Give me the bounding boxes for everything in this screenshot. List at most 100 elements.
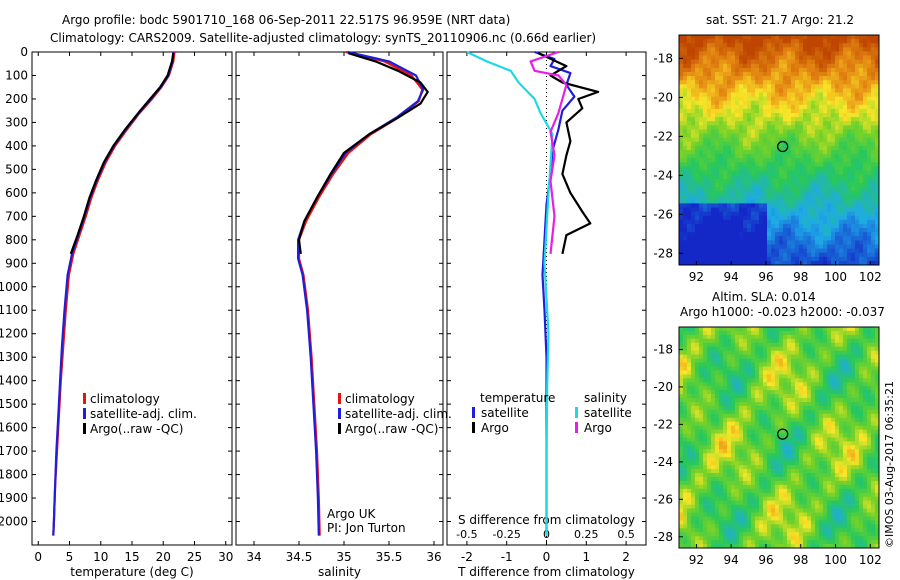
map-cell [779,350,784,355]
map-cell [735,327,740,332]
map-cell [815,457,820,462]
map-cell [691,207,696,212]
legend-label: satellite-adj. clim. [345,407,452,421]
map-cell [711,248,716,254]
map-cell [863,47,868,52]
map-cell [823,88,828,93]
map-cell [775,232,780,237]
map-cell [751,174,756,180]
map-cell [867,390,872,395]
map-cell [847,425,852,430]
map-cell [775,354,780,359]
map-cell [863,150,868,155]
map-cell [847,449,852,454]
map-cell [763,394,768,399]
map-cell [739,350,744,355]
map-cell [827,350,832,355]
map-cell [763,358,768,363]
map-cell [727,386,732,391]
map-cell [807,244,812,249]
map-cell [835,469,840,474]
map-cell [859,362,864,367]
map-cell [687,59,692,65]
map-cell [827,382,832,387]
map-cell [863,445,868,450]
map-cell [755,390,760,395]
map-cell [751,236,756,241]
map-cell [767,125,772,130]
map-cell [743,453,748,458]
map-cell [803,374,808,379]
map-cell [847,417,852,423]
map-cell [679,63,684,69]
map-cell [719,374,724,379]
map-cell [863,433,868,438]
map-cell [875,174,880,180]
map-cell [843,413,848,419]
map-cell [871,137,876,143]
map-cell [847,441,852,446]
map-cell [747,469,752,474]
map-cell [731,469,736,474]
map-cell [755,469,760,474]
map-cell [699,240,704,245]
map-cell [767,121,772,126]
map-cell [847,256,852,262]
map-cell [711,346,716,351]
map-cell [751,382,756,387]
map-cell [791,96,796,102]
map-cell [735,137,740,143]
map-cell [831,141,836,147]
map-cell [703,366,708,371]
map-cell [783,67,788,73]
map-cell [699,80,704,85]
map-cell [743,59,748,65]
map-cell [819,39,824,44]
map-cell [875,330,880,336]
map-cell [795,170,800,175]
map-cell [795,433,800,438]
map-cell [787,240,792,245]
map-cell [815,55,820,60]
map-cell [787,453,792,458]
series-line [297,52,429,255]
map-cell [767,350,772,355]
map-cell [715,47,720,52]
map-cell [779,409,784,415]
map-cell [851,244,856,249]
map-cell [787,203,792,208]
map-cell [831,390,836,395]
map-cell [771,437,776,442]
map-cell [719,469,724,474]
map-cell [759,330,764,336]
map-cell [867,457,872,462]
map-cell [839,141,844,147]
map-cell [783,232,788,237]
map-cell [787,39,792,44]
map-cell [811,457,816,462]
map-x-tick-label: 98 [793,270,808,284]
map-cell [691,421,696,426]
map-cell [875,199,880,204]
map-cell [739,394,744,399]
map-cell [835,260,840,266]
map-cell [775,334,780,340]
map-cell [775,394,780,399]
map-cell [691,445,696,450]
map-cell [763,382,768,387]
map-cell [719,207,724,212]
map-cell [811,346,816,351]
map-cell [819,402,824,407]
map-cell [851,236,856,241]
map-cell [783,39,788,44]
map-cell [855,170,860,175]
map-cell [843,433,848,438]
map-cell [815,187,820,192]
map-cell [835,121,840,126]
map-cell [707,330,712,336]
map-cell [727,382,732,387]
map-cell [747,413,752,419]
map-cell [791,429,796,434]
map-cell [683,108,688,114]
map-cell [787,469,792,474]
